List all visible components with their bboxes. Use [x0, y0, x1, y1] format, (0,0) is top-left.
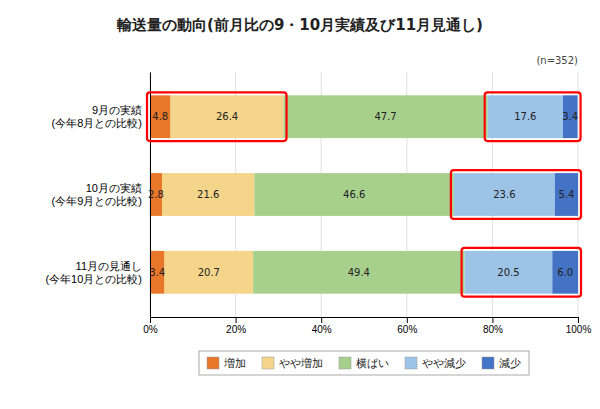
- tick-label: 100%: [566, 324, 592, 335]
- data-label: 49.4: [348, 267, 370, 278]
- bar: [253, 251, 464, 294]
- legend-swatch: [482, 357, 494, 369]
- tick: 0%: [143, 317, 158, 335]
- bar: [150, 251, 165, 294]
- tick: 60%: [397, 317, 417, 335]
- bar: [555, 173, 578, 216]
- chart: 輸送量の動向(前月比の9・10月実績及び11月見通し)4.82.83.426.4…: [0, 0, 600, 409]
- bar: [254, 173, 453, 216]
- data-label: 23.6: [493, 189, 515, 200]
- tick: 11月の見通し(今年10月との比較): [45, 260, 150, 285]
- tick-mark: [492, 317, 493, 323]
- tick: 9月の実績(今年8月との比較): [52, 104, 150, 129]
- highlight-box: [462, 248, 581, 297]
- tick: 40%: [312, 317, 332, 335]
- data-label: 5.4: [558, 189, 574, 200]
- legend-label: 減少: [499, 357, 521, 370]
- legend-label: やや増加: [279, 357, 323, 370]
- tick-label: 20%: [226, 324, 246, 335]
- data-label: 26.4: [216, 111, 238, 122]
- tick-mark: [321, 317, 322, 323]
- legend-label: やや減少: [422, 357, 466, 370]
- tick-label: 80%: [483, 324, 503, 335]
- tick: 20%: [226, 317, 246, 335]
- data-label: 47.7: [374, 111, 396, 122]
- tick-mark: [578, 317, 579, 323]
- tick-label: 40%: [312, 324, 332, 335]
- bar: [150, 95, 171, 138]
- grid: [150, 72, 578, 317]
- annotation: (n=352): [536, 55, 578, 66]
- legend-item: 横ばい: [339, 357, 389, 370]
- legend-label: 増加: [223, 357, 246, 370]
- highlight-box: [451, 170, 581, 219]
- data-label: 20.5: [497, 267, 519, 278]
- bar: [171, 95, 284, 138]
- title: 輸送量の動向(前月比の9・10月実績及び11月見通し): [116, 16, 483, 34]
- data-label: 46.6: [343, 189, 365, 200]
- series: [253, 95, 488, 293]
- legend-item: 増加: [207, 357, 246, 370]
- legend-item: 減少: [482, 357, 521, 370]
- bar: [165, 251, 254, 294]
- tick-mark: [407, 317, 408, 323]
- tick-label: 0%: [143, 324, 158, 335]
- data-label: 21.6: [197, 189, 219, 200]
- tick-label-line: 9月の実績: [92, 104, 142, 116]
- tick-mark: [236, 317, 237, 323]
- data-label: 4.8: [152, 111, 168, 122]
- data-label: 20.7: [198, 267, 220, 278]
- tick: 10月の実績(今年9月との比較): [52, 182, 150, 207]
- bar: [552, 251, 578, 294]
- tick: 80%: [483, 317, 503, 335]
- legend-label: 横ばい: [356, 357, 389, 370]
- legend: 増加 やや増加 横ばい やや減少 減少: [199, 351, 529, 375]
- legend-swatch: [262, 357, 274, 369]
- tick-label-line: 10月の実績: [86, 182, 142, 194]
- tick-label: 11月の見通し(今年10月との比較): [45, 260, 142, 285]
- bar: [563, 95, 578, 138]
- tick-label: 10月の実績(今年9月との比較): [52, 182, 142, 207]
- y-axis: 9月の実績(今年8月との比較)10月の実績(今年9月との比較)11月の見通し(今…: [45, 73, 150, 318]
- annotations: [147, 92, 581, 296]
- legend-frame: [199, 351, 529, 375]
- tick-label-line: (今年8月との比較): [52, 117, 142, 129]
- axis-line: [151, 318, 579, 324]
- highlight-box: [147, 92, 287, 141]
- data-label: 6.0: [557, 267, 573, 278]
- tick-label-line: 11月の見通し: [76, 260, 142, 272]
- bars: [150, 95, 578, 293]
- tick-label-line: (今年10月との比較): [45, 273, 142, 285]
- legend-swatch: [207, 357, 219, 369]
- data-label: 3.4: [149, 267, 165, 278]
- tick-label: 60%: [397, 324, 417, 335]
- bar: [284, 95, 488, 138]
- tick: 100%: [566, 317, 592, 335]
- tick-mark: [150, 317, 151, 323]
- tick-label-line: (今年9月との比較): [52, 195, 142, 207]
- legend-item: やや減少: [405, 357, 466, 370]
- legend-swatch: [405, 357, 417, 369]
- series: [454, 95, 563, 293]
- bar: [488, 95, 563, 138]
- data-label: 3.4: [562, 111, 578, 122]
- legend-swatch: [339, 357, 351, 369]
- bar: [162, 173, 254, 216]
- x-axis: 0% 20% 40% 60% 80% 100%: [143, 317, 591, 335]
- bar: [454, 173, 555, 216]
- data-label: 17.6: [514, 111, 536, 122]
- bar: [465, 251, 553, 294]
- tick-label: 9月の実績(今年8月との比較): [52, 104, 142, 129]
- highlight-box: [485, 92, 581, 141]
- plot: 4.82.83.426.421.620.747.746.649.417.623.…: [45, 72, 591, 335]
- legend-item: やや増加: [262, 357, 323, 370]
- series: [552, 95, 578, 293]
- axis-line: [150, 73, 151, 318]
- data-labels: 4.82.83.426.421.620.747.746.649.417.623.…: [148, 111, 578, 278]
